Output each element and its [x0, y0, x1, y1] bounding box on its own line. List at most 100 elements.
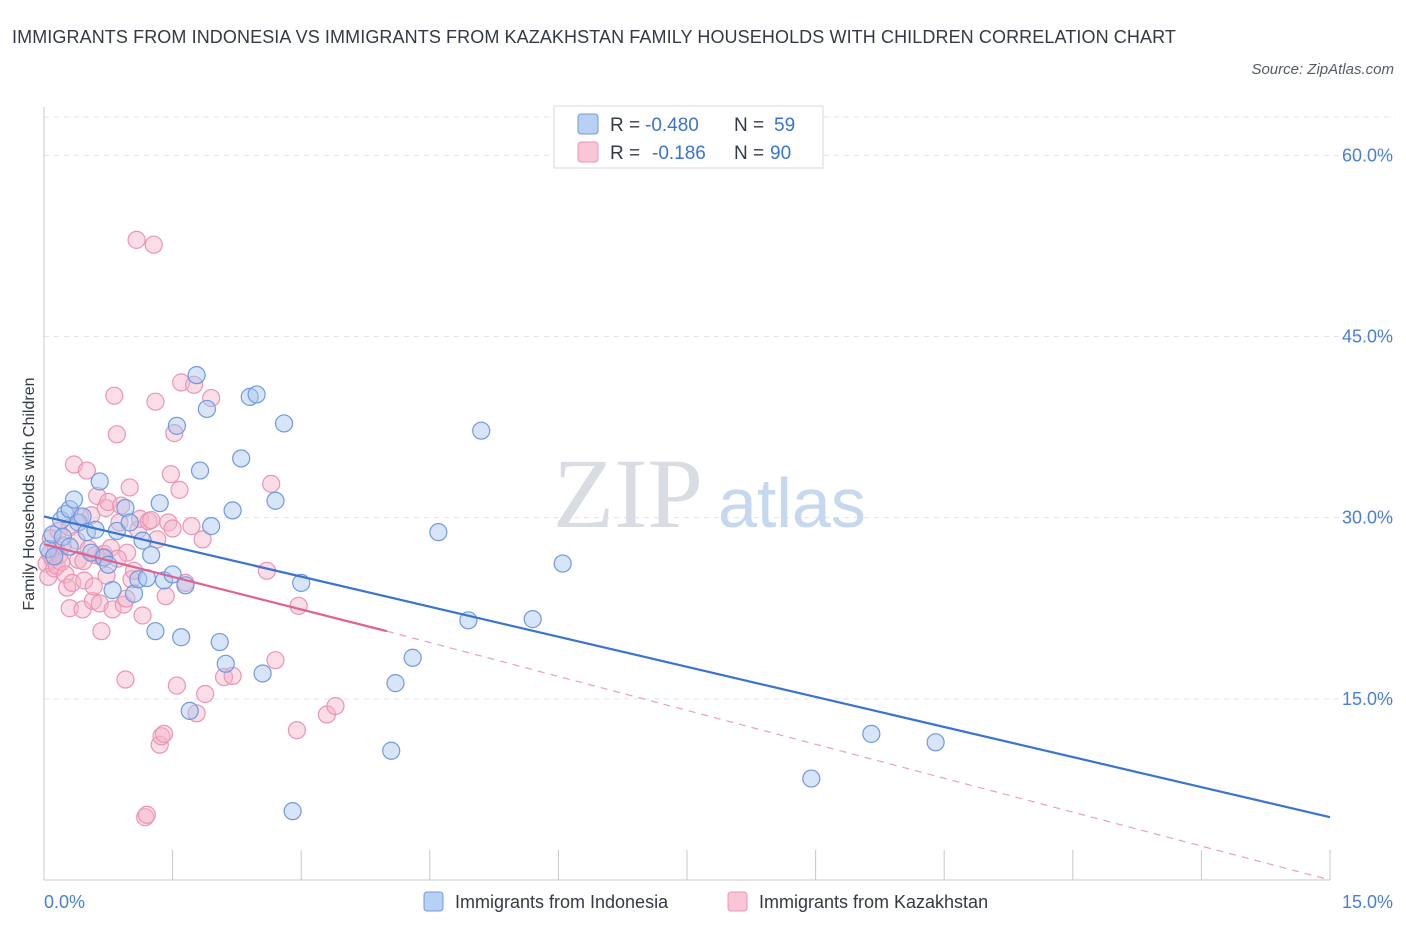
point-indonesia: [45, 547, 64, 566]
point-kazakhstan: [120, 478, 139, 497]
point-indonesia: [266, 491, 285, 510]
point-indonesia: [64, 490, 84, 509]
y-tick-label: 45.0%: [1342, 326, 1393, 346]
point-kazakhstan: [144, 235, 163, 254]
point-kazakhstan: [287, 721, 307, 740]
watermark-atlas: atlas: [718, 464, 866, 542]
legend-n-value-1: 59: [774, 115, 795, 136]
point-indonesia: [240, 387, 259, 406]
point-indonesia: [223, 501, 242, 520]
point-kazakhstan: [154, 724, 174, 743]
point-indonesia: [429, 523, 448, 542]
point-indonesia: [386, 674, 405, 693]
x-tick-label-max: 15.0%: [1342, 892, 1393, 912]
y-axis-label: Family Households with Children: [21, 378, 38, 611]
stats-legend: R = -0.480 N = 59 R = -0.186 N = 90: [553, 105, 824, 169]
x-ticks: [43, 850, 1331, 880]
point-indonesia: [274, 414, 294, 433]
legend-r-value-1: -0.480: [645, 115, 699, 136]
point-indonesia: [197, 399, 216, 419]
point-kazakhstan: [196, 684, 215, 704]
legend-swatch-indonesia: [577, 113, 599, 135]
legend-r-value-2: -0.186: [652, 143, 706, 164]
series-kazakhstan-points: [37, 230, 345, 827]
point-indonesia: [73, 507, 92, 526]
point-kazakhstan: [77, 461, 96, 480]
point-kazakhstan: [105, 386, 124, 405]
trend-line-indonesia: [43, 515, 1331, 819]
chart-source: Source: ZipAtlas.com: [1251, 61, 1394, 78]
point-indonesia: [53, 527, 72, 547]
point-indonesia: [553, 554, 572, 573]
point-kazakhstan: [326, 696, 345, 716]
y-tick-label: 15.0%: [1342, 689, 1393, 709]
legend-n-label-1: N =: [734, 115, 764, 136]
point-kazakhstan: [202, 388, 221, 408]
point-indonesia: [146, 622, 165, 641]
point-indonesia: [180, 701, 199, 721]
y-tick-label: 60.0%: [1342, 145, 1393, 165]
point-indonesia: [142, 545, 161, 565]
point-kazakhstan: [84, 577, 103, 596]
point-indonesia: [802, 769, 821, 788]
point-kazakhstan: [163, 519, 182, 538]
point-kazakhstan: [127, 230, 146, 249]
point-kazakhstan: [118, 543, 137, 562]
point-indonesia: [523, 610, 542, 629]
y-tick-labels: 15.0% 30.0% 45.0% 60.0%: [1342, 145, 1393, 709]
point-indonesia: [283, 802, 302, 821]
grid-lines: [44, 116, 1395, 700]
chart-title: IMMIGRANTS FROM INDONESIA VS IMMIGRANTS …: [12, 27, 1176, 47]
point-indonesia: [210, 632, 229, 652]
point-indonesia: [403, 648, 422, 667]
point-indonesia: [167, 416, 186, 435]
series-indonesia-points: [39, 366, 945, 821]
point-kazakhstan: [75, 571, 94, 590]
bottom-legend-label-kazakhstan: Immigrants from Kazakhstan: [759, 892, 988, 912]
point-kazakhstan: [165, 424, 184, 443]
point-indonesia: [232, 449, 251, 468]
bottom-legend-label-indonesia: Immigrants from Indonesia: [455, 892, 669, 912]
point-kazakhstan: [107, 425, 126, 444]
point-kazakhstan: [167, 676, 186, 695]
point-indonesia: [187, 366, 206, 385]
point-indonesia: [120, 513, 139, 532]
legend-swatch-kazakhstan: [577, 141, 599, 163]
point-kazakhstan: [187, 704, 206, 723]
watermark: ZIP atlas: [553, 438, 866, 549]
point-indonesia: [124, 584, 144, 603]
bottom-legend-swatch-indonesia: [423, 891, 444, 912]
point-kazakhstan: [152, 727, 171, 746]
point-indonesia: [202, 517, 221, 536]
point-kazakhstan: [58, 578, 77, 597]
point-kazakhstan: [116, 670, 135, 689]
point-kazakhstan: [60, 599, 79, 618]
point-kazakhstan: [193, 530, 212, 549]
point-kazakhstan: [156, 587, 175, 606]
point-indonesia: [216, 654, 235, 673]
legend-n-value-2: 90: [770, 143, 791, 164]
watermark-zip: ZIP: [553, 438, 703, 549]
point-kazakhstan: [161, 465, 180, 484]
point-indonesia: [253, 664, 272, 683]
trend-lines: [43, 515, 1331, 881]
stats-legend-box: [553, 105, 824, 169]
point-indonesia: [103, 581, 122, 600]
point-indonesia: [90, 472, 109, 491]
point-kazakhstan: [83, 591, 102, 611]
point-kazakhstan: [137, 805, 156, 824]
point-indonesia: [862, 724, 881, 743]
point-indonesia: [472, 421, 491, 440]
legend-r-label-1: R =: [610, 115, 640, 136]
point-indonesia: [247, 385, 266, 404]
point-kazakhstan: [103, 600, 122, 619]
point-indonesia: [116, 498, 135, 518]
legend-n-label-2: N =: [734, 143, 764, 164]
legend-r-label-2: R =: [610, 143, 640, 164]
point-kazakhstan: [92, 622, 111, 641]
y-tick-label: 30.0%: [1342, 508, 1393, 528]
point-kazakhstan: [146, 392, 165, 411]
point-indonesia: [172, 628, 191, 647]
bottom-legend: Immigrants from Indonesia Immigrants fro…: [423, 891, 988, 912]
